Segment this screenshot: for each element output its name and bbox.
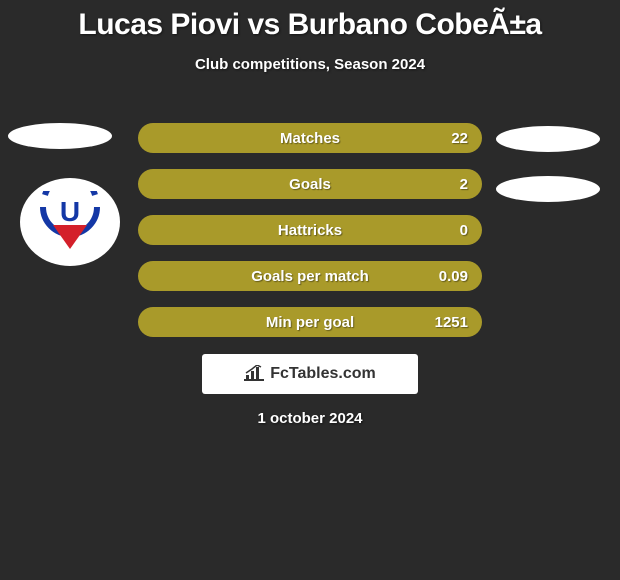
stat-value: 2: [460, 176, 468, 193]
stat-value: 1251: [435, 314, 468, 331]
stat-label: Goals: [289, 176, 331, 193]
svg-text:U: U: [60, 196, 80, 227]
stat-row-mpg: Min per goal 1251: [138, 307, 482, 337]
player-avatar-left: [8, 123, 112, 149]
brand-name: FcTables.com: [270, 365, 376, 383]
stat-value: 0.09: [439, 268, 468, 285]
stat-label: Matches: [280, 130, 340, 147]
page-title: Lucas Piovi vs Burbano CobeÃ±a: [0, 8, 620, 42]
stat-label: Min per goal: [266, 314, 354, 331]
stat-row-gpm: Goals per match 0.09: [138, 261, 482, 291]
header: Lucas Piovi vs Burbano CobeÃ±a Club comp…: [0, 0, 620, 73]
stat-row-hattricks: Hattricks 0: [138, 215, 482, 245]
club-logo-icon: U: [39, 191, 101, 253]
stat-row-matches: Matches 22: [138, 123, 482, 153]
page-subtitle: Club competitions, Season 2024: [0, 56, 620, 73]
stat-row-goals: Goals 2: [138, 169, 482, 199]
stat-label: Goals per match: [251, 268, 369, 285]
player-avatar-right-2: [496, 176, 600, 202]
club-badge-inner: U: [39, 191, 101, 253]
stat-value: 22: [451, 130, 468, 147]
chart-icon: [244, 365, 264, 383]
club-badge: U: [20, 178, 120, 266]
stat-label: Hattricks: [278, 222, 342, 239]
player-avatar-right-1: [496, 126, 600, 152]
stat-value: 0: [460, 222, 468, 239]
brand-box[interactable]: FcTables.com: [202, 354, 418, 394]
date-label: 1 october 2024: [0, 410, 620, 427]
stats-container: Matches 22 Goals 2 Hattricks 0 Goals per…: [138, 123, 482, 353]
